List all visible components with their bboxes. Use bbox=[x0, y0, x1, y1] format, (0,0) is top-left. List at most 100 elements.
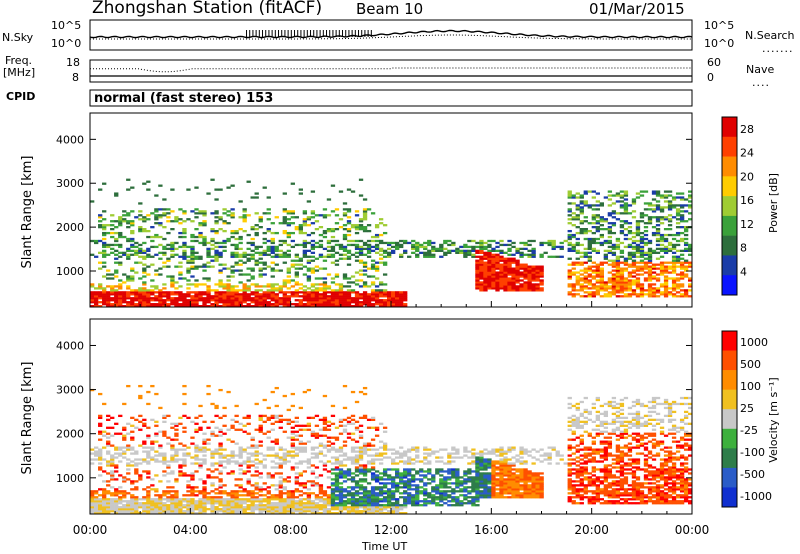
heatmap-cell bbox=[378, 249, 384, 252]
heatmap-cell bbox=[314, 297, 320, 300]
heatmap-cell bbox=[354, 400, 360, 404]
heatmap-cell bbox=[202, 492, 207, 495]
heatmap-cell bbox=[274, 498, 279, 501]
heatmap-cell bbox=[362, 229, 368, 233]
heatmap-cell bbox=[98, 448, 103, 451]
heatmap-cell bbox=[403, 299, 408, 302]
heatmap-cell bbox=[154, 214, 159, 217]
heatmap-cell bbox=[399, 486, 404, 489]
heatmap-cell bbox=[675, 210, 681, 213]
heatmap-cell bbox=[270, 460, 275, 463]
heatmap-cell bbox=[110, 291, 115, 294]
heatmap-cell bbox=[270, 502, 275, 505]
heatmap-cell bbox=[431, 474, 436, 477]
heatmap-cell bbox=[194, 486, 199, 489]
heatmap-cell bbox=[675, 218, 681, 221]
heatmap-cell bbox=[350, 494, 356, 497]
heatmap-cell bbox=[354, 279, 360, 282]
heatmap-cell bbox=[306, 506, 312, 509]
heatmap-cell bbox=[651, 275, 657, 278]
heatmap-cell bbox=[102, 434, 107, 437]
heatmap-cell bbox=[134, 245, 139, 249]
heatmap-cell bbox=[575, 241, 580, 245]
heatmap-cell bbox=[415, 460, 420, 463]
heatmap-cell bbox=[102, 504, 107, 507]
heatmap-cell bbox=[262, 506, 267, 509]
heatmap-cell bbox=[222, 287, 227, 290]
heatmap-cell bbox=[198, 255, 203, 258]
heatmap-cell bbox=[110, 502, 115, 505]
heatmap-cell bbox=[619, 267, 625, 270]
heatmap-cell bbox=[186, 293, 191, 296]
heatmap-cell bbox=[342, 208, 348, 211]
heatmap-cell bbox=[615, 243, 621, 247]
heatmap-cell bbox=[238, 508, 243, 511]
heatmap-cell bbox=[254, 444, 259, 447]
heatmap-cell bbox=[294, 506, 299, 509]
heatmap-cell bbox=[439, 494, 444, 497]
heatmap-cell bbox=[118, 263, 123, 266]
heatmap-cell bbox=[90, 492, 95, 495]
heatmap-cell bbox=[250, 277, 255, 280]
heatmap-cell bbox=[330, 500, 336, 503]
heatmap-cell bbox=[222, 241, 227, 245]
heatmap-cell bbox=[667, 204, 673, 207]
heatmap-cell bbox=[403, 502, 408, 505]
heatmap-cell bbox=[575, 251, 580, 254]
heatmap-cell bbox=[395, 482, 400, 485]
heatmap-cell bbox=[599, 273, 604, 276]
heatmap-cell bbox=[395, 295, 400, 298]
heatmap-cell bbox=[370, 508, 376, 511]
heatmap-cell bbox=[326, 273, 332, 276]
heatmap-cell bbox=[154, 235, 159, 239]
heatmap-cell bbox=[415, 488, 420, 491]
heatmap-cell bbox=[302, 498, 308, 501]
heatmap-cell bbox=[106, 460, 111, 463]
heatmap-cell bbox=[519, 241, 524, 245]
heatmap-cell bbox=[571, 273, 576, 276]
heatmap-cell bbox=[246, 285, 251, 288]
heatmap-cell bbox=[118, 297, 123, 300]
heatmap-cell bbox=[146, 291, 151, 294]
heatmap-cell bbox=[266, 305, 271, 308]
heatmap-cell bbox=[286, 243, 291, 247]
heatmap-cell bbox=[407, 462, 412, 465]
heatmap-cell bbox=[531, 279, 536, 282]
heatmap-cell bbox=[126, 178, 131, 181]
heatmap-cell bbox=[479, 239, 484, 243]
heatmap-cell bbox=[575, 289, 580, 292]
heatmap-cell bbox=[619, 204, 625, 207]
heatmap-cell bbox=[314, 432, 320, 435]
heatmap-cell bbox=[338, 468, 344, 471]
heatmap-cell bbox=[567, 194, 572, 197]
heatmap-cell bbox=[579, 231, 584, 235]
heatmap-cell bbox=[503, 263, 508, 266]
heatmap-cell bbox=[346, 297, 352, 300]
heatmap-cell bbox=[166, 464, 171, 467]
heatmap-cell bbox=[142, 510, 147, 513]
heatmap-cell bbox=[362, 392, 368, 396]
heatmap-cell bbox=[214, 253, 219, 256]
heatmap-cell bbox=[254, 454, 259, 457]
heatmap-cell bbox=[250, 438, 255, 441]
heatmap-cell bbox=[218, 486, 223, 489]
heatmap-cell bbox=[102, 496, 107, 499]
heatmap-cell bbox=[675, 273, 681, 276]
heatmap-cell bbox=[190, 291, 195, 294]
heatmap-cell bbox=[174, 281, 179, 284]
heatmap-cell bbox=[90, 498, 95, 501]
heatmap-cell bbox=[254, 301, 259, 304]
heatmap-cell bbox=[511, 277, 516, 280]
heatmap-cell bbox=[194, 444, 199, 447]
heatmap-cell bbox=[286, 253, 291, 256]
heatmap-cell bbox=[326, 500, 332, 503]
heatmap-cell bbox=[274, 386, 279, 390]
heatmap-cell bbox=[619, 275, 625, 278]
heatmap-cell bbox=[667, 233, 673, 237]
heatmap-cell bbox=[178, 295, 183, 298]
heatmap-cell bbox=[679, 271, 685, 274]
heatmap-cell bbox=[583, 247, 588, 251]
heatmap-cell bbox=[278, 239, 283, 243]
heatmap-cell bbox=[679, 198, 685, 201]
heatmap-cell bbox=[258, 430, 263, 433]
